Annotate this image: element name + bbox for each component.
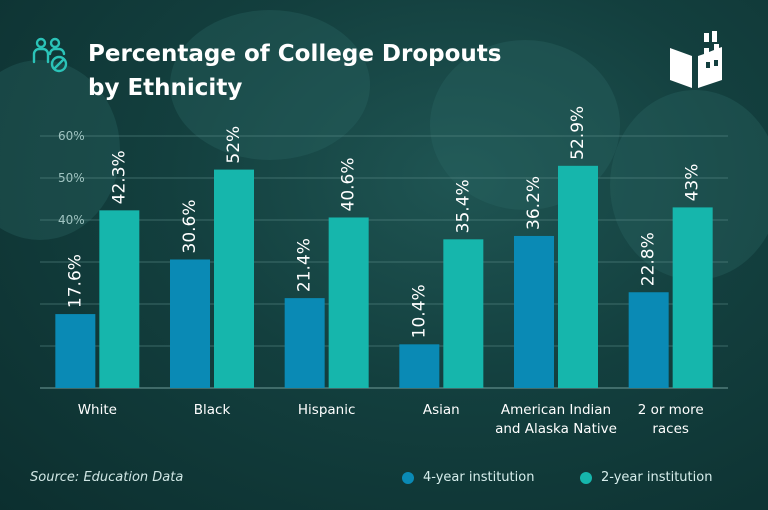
legend-dot-4-year	[402, 471, 414, 484]
bar	[628, 292, 669, 388]
data-label: 22.8%	[639, 232, 659, 286]
category-label: Asian	[423, 402, 460, 418]
data-label: 52%	[224, 126, 244, 164]
data-label: 42.3%	[109, 150, 129, 204]
legend-item-4-year: 4-year institution	[402, 470, 534, 485]
y-tick-label: 60%	[58, 129, 85, 143]
data-label: 43%	[683, 164, 703, 202]
legend-label-4-year: 4-year institution	[423, 470, 535, 485]
data-label: 30.6%	[180, 199, 200, 253]
category-label: Hispanic	[298, 402, 356, 418]
data-label: 52.9%	[568, 106, 588, 160]
legend-dot-2-year	[580, 471, 592, 484]
background-figure	[170, 10, 370, 160]
bar	[170, 259, 210, 388]
data-label: 21.4%	[295, 238, 315, 292]
data-label: 17.6%	[65, 254, 85, 308]
category-label: White	[78, 402, 117, 418]
bar	[99, 210, 140, 388]
source-note: Source: Education Data	[30, 470, 184, 485]
bar	[284, 298, 325, 388]
people-group-icon	[32, 37, 68, 73]
legend-label-2-year: 2-year institution	[601, 470, 713, 485]
book-castle-logo	[670, 31, 722, 88]
category-label: Black	[194, 402, 231, 418]
bar	[672, 207, 713, 388]
data-label: 35.4%	[453, 179, 473, 233]
bar	[399, 344, 440, 388]
bar	[55, 314, 96, 388]
bar	[328, 217, 369, 388]
bar	[443, 239, 484, 388]
legend-item-2-year: 2-year institution	[580, 470, 712, 485]
chart-title-line1: Percentage of College Dropouts	[88, 41, 502, 67]
bar	[214, 169, 254, 388]
bar	[558, 165, 598, 388]
data-label: 36.2%	[524, 176, 544, 230]
category-label: races	[652, 421, 689, 437]
y-tick-label: 50%	[58, 171, 85, 185]
y-tick-label: 40%	[58, 213, 85, 227]
chart-title-line2: by Ethnicity	[88, 75, 243, 101]
category-label: and Alaska Native	[495, 421, 617, 437]
category-label: 2 or more	[638, 402, 704, 418]
data-label: 10.4%	[409, 284, 429, 338]
data-label: 40.6%	[339, 157, 359, 211]
chart-title: Percentage of College Dropouts by Ethnic…	[88, 37, 548, 105]
bar	[514, 235, 554, 388]
category-label: American Indian	[501, 402, 611, 418]
